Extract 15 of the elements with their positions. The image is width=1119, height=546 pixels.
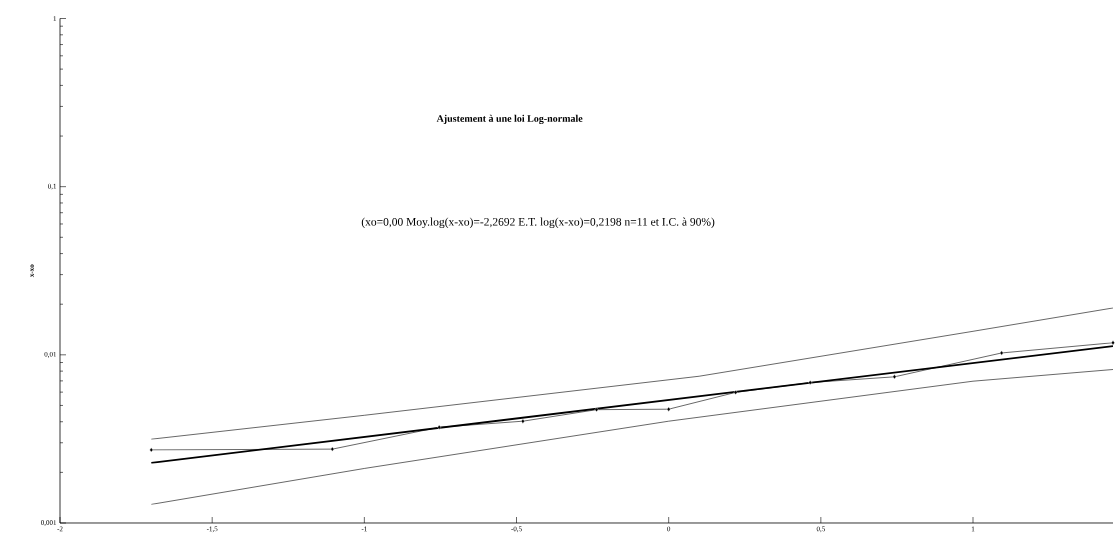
point [521,418,525,424]
point [666,406,671,412]
text: Ajustement à une loi Log-normale [436,114,583,124]
point [330,446,335,452]
point [999,350,1004,356]
point [808,380,813,385]
text: (xo=0,00 Moy.log(x-xo)=-2,2692 E.T. log(x-xo)=0,2198 n=11 et I.C. à 90%) [361,217,715,229]
point [437,424,442,430]
point [149,447,154,453]
line-series [151,369,1113,505]
point [594,407,599,413]
point [733,389,738,395]
point [892,374,897,380]
point [1111,340,1115,346]
line-series [151,307,1113,440]
